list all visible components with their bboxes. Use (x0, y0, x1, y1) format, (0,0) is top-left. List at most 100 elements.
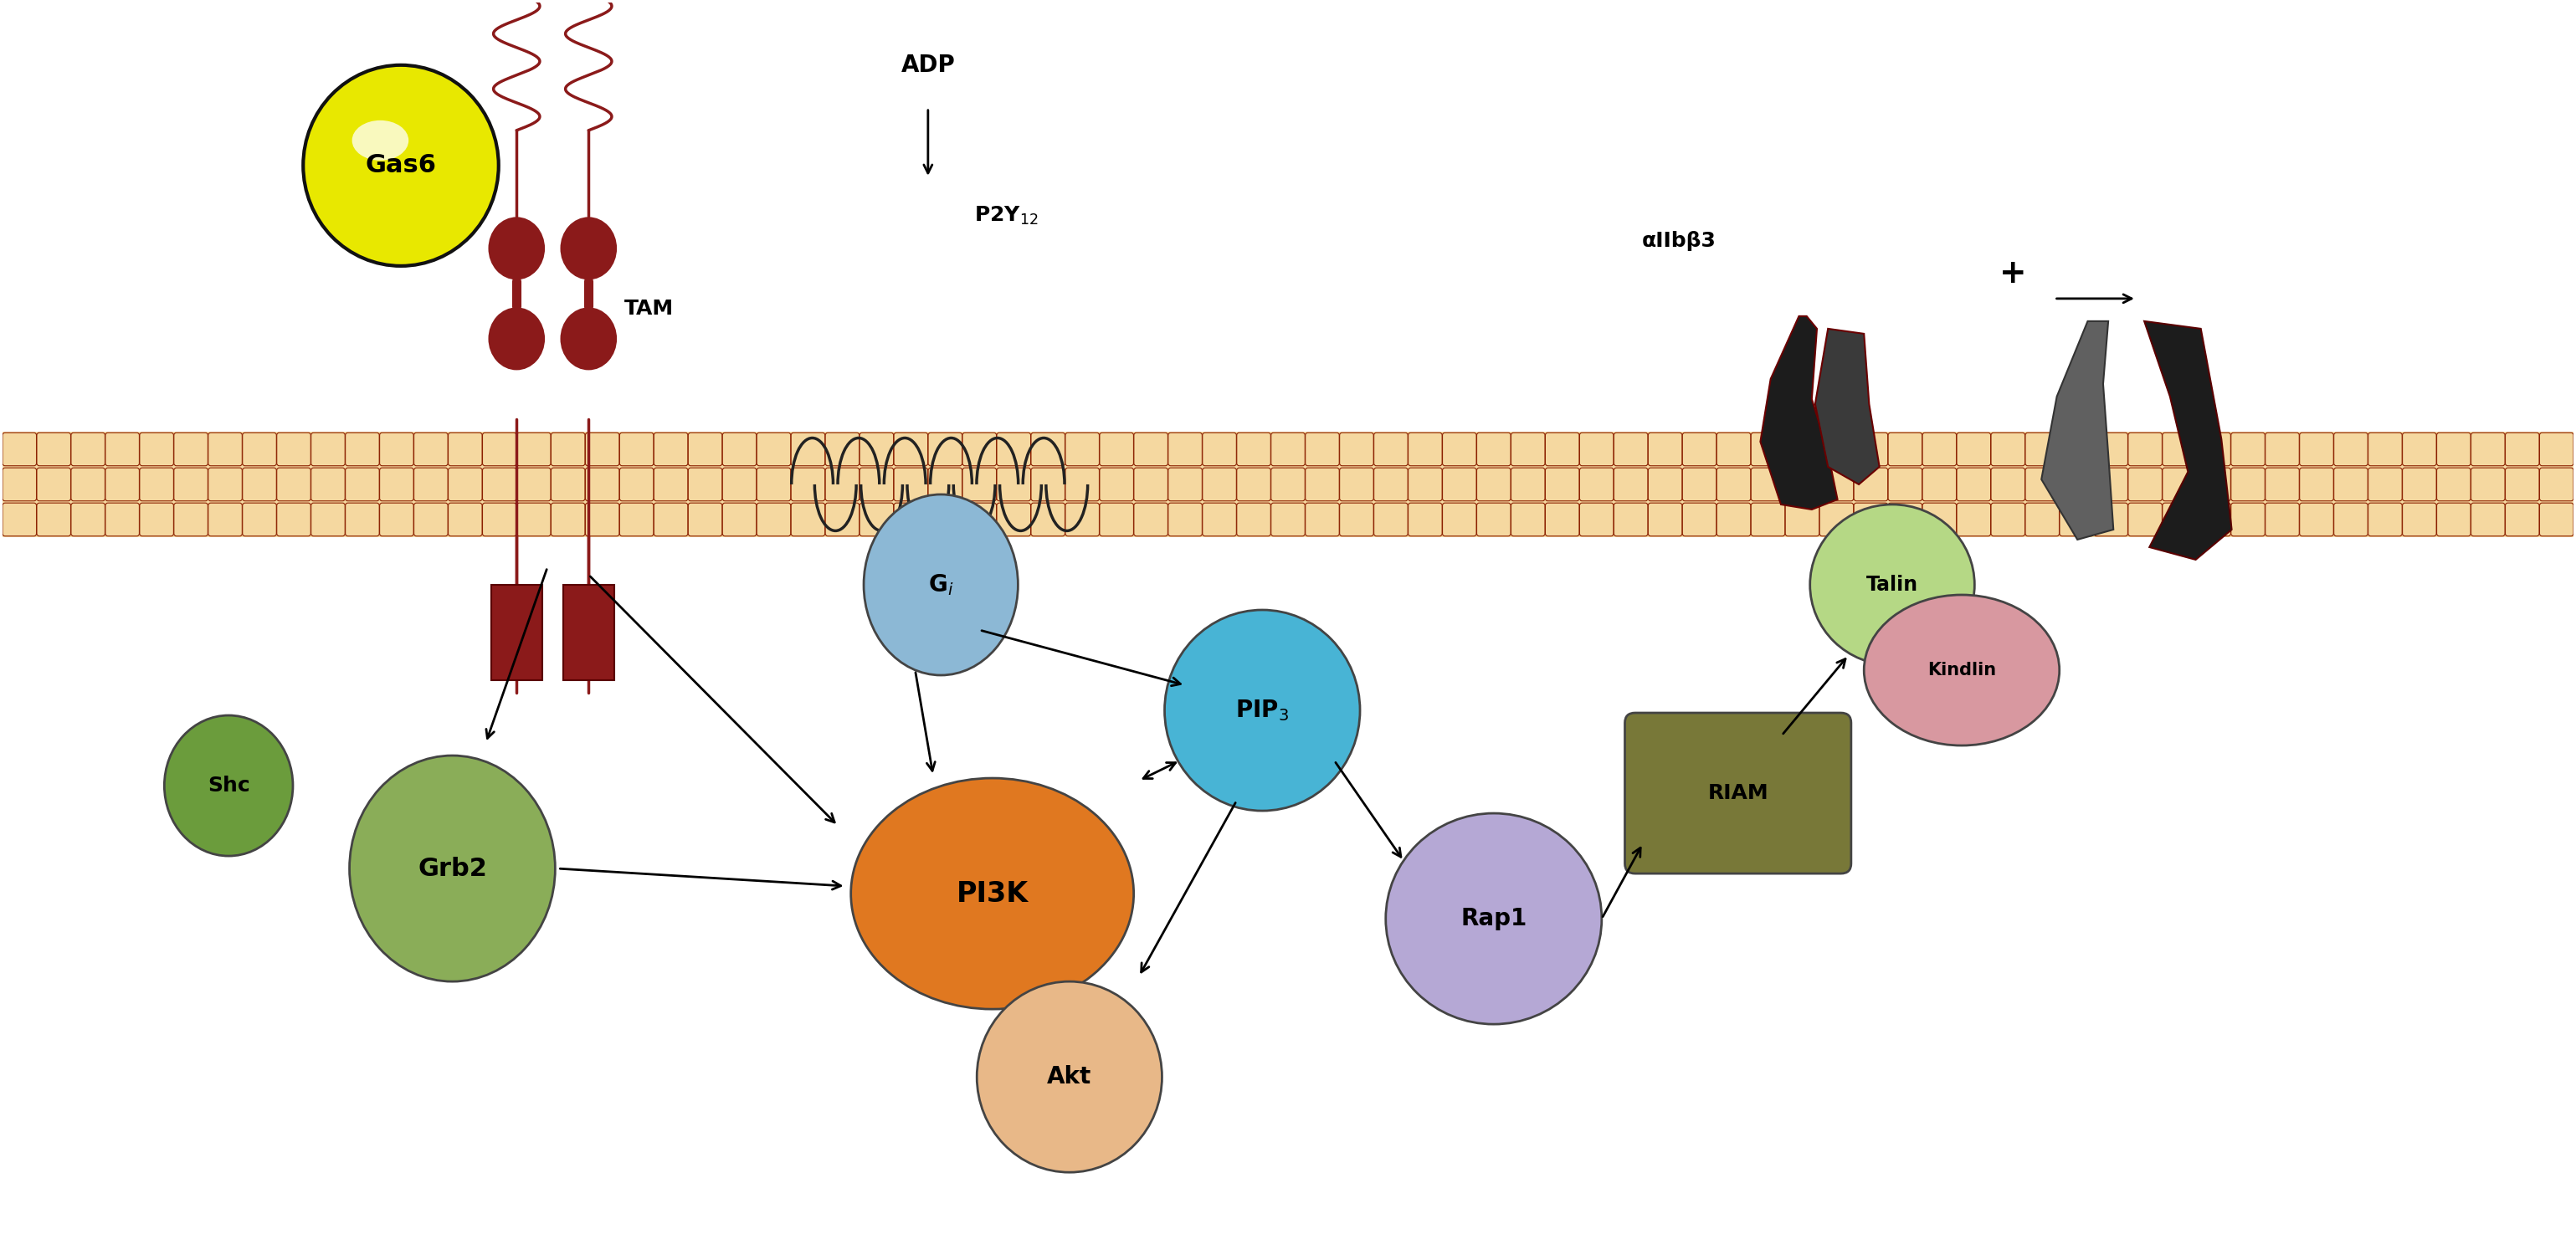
FancyBboxPatch shape (927, 503, 961, 536)
Text: Akt: Akt (1048, 1065, 1092, 1089)
FancyBboxPatch shape (1888, 503, 1922, 536)
Text: Talin: Talin (1865, 575, 1919, 595)
FancyBboxPatch shape (2470, 503, 2504, 536)
FancyBboxPatch shape (106, 467, 139, 501)
FancyBboxPatch shape (2094, 503, 2128, 536)
FancyBboxPatch shape (36, 467, 70, 501)
FancyBboxPatch shape (209, 432, 242, 466)
FancyBboxPatch shape (1270, 467, 1306, 501)
FancyBboxPatch shape (1066, 467, 1100, 501)
FancyBboxPatch shape (2197, 432, 2231, 466)
FancyBboxPatch shape (2403, 467, 2437, 501)
FancyBboxPatch shape (2300, 432, 2334, 466)
FancyBboxPatch shape (1991, 503, 2025, 536)
FancyBboxPatch shape (379, 432, 415, 466)
FancyBboxPatch shape (1167, 503, 1203, 536)
FancyBboxPatch shape (1100, 432, 1133, 466)
FancyBboxPatch shape (1922, 467, 1955, 501)
FancyBboxPatch shape (379, 503, 415, 536)
FancyBboxPatch shape (2161, 432, 2197, 466)
Text: TAM: TAM (623, 299, 675, 319)
FancyBboxPatch shape (1958, 467, 1991, 501)
FancyBboxPatch shape (1625, 713, 1852, 873)
Text: +: + (1999, 257, 2027, 290)
Text: G$_i$: G$_i$ (927, 572, 953, 597)
FancyBboxPatch shape (2334, 432, 2367, 466)
FancyBboxPatch shape (1682, 432, 1716, 466)
FancyBboxPatch shape (1340, 467, 1373, 501)
FancyBboxPatch shape (1270, 432, 1306, 466)
FancyBboxPatch shape (1133, 432, 1167, 466)
FancyBboxPatch shape (2540, 503, 2573, 536)
FancyBboxPatch shape (1270, 503, 1306, 536)
FancyBboxPatch shape (1649, 432, 1682, 466)
FancyBboxPatch shape (791, 503, 824, 536)
FancyBboxPatch shape (621, 503, 654, 536)
FancyBboxPatch shape (791, 467, 824, 501)
FancyBboxPatch shape (2197, 503, 2231, 536)
FancyBboxPatch shape (1649, 467, 1682, 501)
FancyBboxPatch shape (1306, 467, 1340, 501)
FancyBboxPatch shape (1752, 467, 1785, 501)
FancyBboxPatch shape (551, 432, 585, 466)
FancyBboxPatch shape (721, 467, 757, 501)
FancyBboxPatch shape (860, 467, 894, 501)
Text: Rap1: Rap1 (1461, 907, 1528, 930)
FancyBboxPatch shape (1443, 467, 1476, 501)
FancyBboxPatch shape (2506, 432, 2540, 466)
FancyBboxPatch shape (997, 467, 1030, 501)
FancyBboxPatch shape (2128, 432, 2161, 466)
FancyBboxPatch shape (415, 467, 448, 501)
FancyBboxPatch shape (1340, 503, 1373, 536)
FancyBboxPatch shape (1615, 432, 1649, 466)
FancyBboxPatch shape (688, 432, 721, 466)
FancyBboxPatch shape (1373, 467, 1409, 501)
Ellipse shape (1386, 813, 1602, 1024)
FancyBboxPatch shape (1133, 503, 1167, 536)
FancyBboxPatch shape (2367, 432, 2401, 466)
FancyBboxPatch shape (209, 503, 242, 536)
FancyBboxPatch shape (1819, 503, 1855, 536)
Ellipse shape (976, 982, 1162, 1172)
FancyBboxPatch shape (721, 432, 757, 466)
FancyBboxPatch shape (345, 432, 379, 466)
FancyBboxPatch shape (72, 503, 106, 536)
FancyBboxPatch shape (2231, 432, 2264, 466)
Text: ADP: ADP (902, 53, 956, 77)
FancyBboxPatch shape (1409, 503, 1443, 536)
FancyBboxPatch shape (2231, 467, 2264, 501)
Text: αIIbβ3: αIIbβ3 (1641, 231, 1716, 251)
FancyBboxPatch shape (654, 432, 688, 466)
FancyBboxPatch shape (2334, 503, 2367, 536)
FancyBboxPatch shape (482, 432, 515, 466)
FancyBboxPatch shape (1579, 432, 1613, 466)
FancyBboxPatch shape (1512, 503, 1546, 536)
FancyBboxPatch shape (1373, 503, 1409, 536)
Polygon shape (1759, 316, 1837, 509)
Text: Shc: Shc (206, 776, 250, 796)
FancyBboxPatch shape (448, 432, 482, 466)
FancyBboxPatch shape (448, 467, 482, 501)
FancyBboxPatch shape (2264, 503, 2300, 536)
FancyBboxPatch shape (1922, 432, 1955, 466)
FancyBboxPatch shape (1203, 467, 1236, 501)
Ellipse shape (863, 494, 1018, 675)
FancyBboxPatch shape (1785, 467, 1819, 501)
FancyBboxPatch shape (2197, 467, 2231, 501)
FancyBboxPatch shape (1888, 467, 1922, 501)
Polygon shape (2040, 321, 2112, 539)
FancyBboxPatch shape (448, 503, 482, 536)
FancyBboxPatch shape (1030, 432, 1064, 466)
FancyBboxPatch shape (1615, 467, 1649, 501)
FancyBboxPatch shape (175, 467, 209, 501)
FancyBboxPatch shape (927, 432, 961, 466)
FancyBboxPatch shape (415, 432, 448, 466)
FancyBboxPatch shape (1236, 432, 1270, 466)
FancyBboxPatch shape (860, 432, 894, 466)
Bar (492, 585, 544, 680)
FancyBboxPatch shape (585, 503, 618, 536)
FancyBboxPatch shape (2025, 467, 2058, 501)
Ellipse shape (353, 120, 410, 160)
FancyBboxPatch shape (1546, 432, 1579, 466)
FancyBboxPatch shape (1615, 503, 1649, 536)
